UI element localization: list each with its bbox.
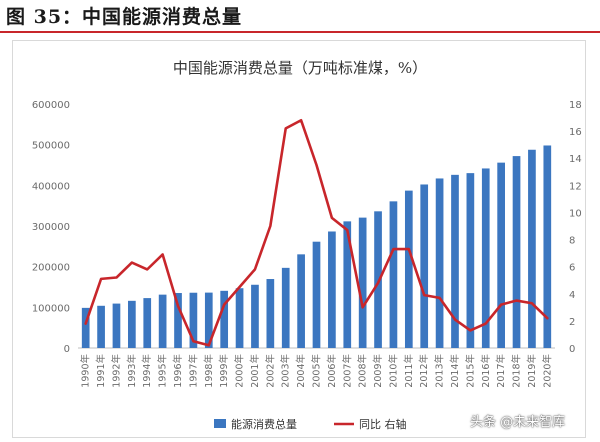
y-right-tick-label: 12: [569, 181, 582, 192]
bar-2006年: [328, 231, 336, 348]
x-tick-label: 2020年: [541, 354, 553, 388]
x-tick-label: 1991年: [95, 354, 107, 388]
bar-2007年: [343, 221, 352, 348]
figure-title: 图 35：中国能源消费总量: [6, 6, 243, 28]
figure-header: 图 35：中国能源消费总量: [0, 0, 600, 33]
bar-1996年: [174, 293, 182, 348]
x-tick-label: 2002年: [264, 354, 276, 388]
x-tick-label: 2009年: [372, 354, 384, 388]
bar-2013年: [435, 178, 444, 348]
y-right-tick-label: 6: [569, 263, 575, 274]
x-tick-label: 2015年: [464, 354, 476, 388]
y-left-tick-label: 400000: [32, 181, 70, 192]
x-tick-label: 1996年: [172, 354, 184, 388]
y-right-tick-label: 14: [569, 154, 582, 165]
x-tick-label: 2008年: [357, 354, 369, 388]
bar-2016年: [481, 168, 490, 348]
bar-1991年: [97, 305, 105, 348]
bar-1999年: [220, 290, 229, 348]
y-left-tick-label: 600000: [32, 100, 70, 111]
x-tick-label: 2004年: [295, 354, 307, 388]
x-tick-label: 1997年: [187, 354, 199, 388]
x-tick-label: 2010年: [387, 354, 399, 388]
bar-2020年: [543, 145, 552, 348]
y-right-tick-label: 18: [569, 100, 582, 111]
legend-label-bar: 能源消费总量: [231, 417, 297, 431]
y-right-tick-label: 2: [569, 317, 575, 328]
y-left-tick-label: 0: [64, 344, 70, 355]
y-left-tick-label: 100000: [32, 303, 70, 314]
bar-series-energy-consumption: [81, 145, 552, 348]
bar-2011年: [404, 190, 413, 348]
legend-label-line: 同比 右轴: [359, 417, 407, 431]
x-tick-label: 2000年: [234, 354, 246, 388]
x-tick-label: 2012年: [418, 354, 430, 388]
x-tick-label: 2005年: [311, 354, 323, 388]
y-right-tick-label: 10: [569, 208, 582, 219]
y-left-tick-label: 300000: [32, 222, 70, 233]
bar-1992年: [112, 303, 121, 348]
x-tick-label: 1992年: [110, 354, 122, 388]
x-tick-label: 2007年: [341, 354, 353, 388]
y-right-tick-label: 4: [569, 290, 575, 301]
chart-title: 中国能源消费总量（万吨标准煤，%）: [173, 59, 427, 77]
y-right-tick-label: 16: [569, 127, 582, 138]
x-tick-label: 1999年: [218, 354, 230, 388]
x-tick-label: 2011年: [403, 354, 415, 388]
x-tick-label: 2014年: [449, 354, 461, 388]
x-tick-label: 1998年: [203, 354, 215, 388]
bar-1998年: [204, 292, 213, 348]
bar-2010年: [389, 201, 398, 348]
y-left-tick-label: 500000: [32, 141, 70, 152]
legend-swatch-bar: [214, 419, 226, 428]
figure-title-rule: [0, 31, 600, 33]
x-tick-label: 1994年: [141, 354, 153, 388]
x-tick-label: 2017年: [495, 354, 507, 388]
x-tick-label: 2019年: [526, 354, 538, 388]
y-right-tick-label: 0: [569, 344, 575, 355]
bar-2003年: [281, 267, 290, 348]
line-series-yoy-growth: [84, 118, 549, 347]
bar-2008年: [358, 217, 367, 348]
chart-frame: [12, 40, 586, 438]
chart-legend: 能源消费总量 同比 右轴: [214, 417, 407, 431]
bar-1990年: [81, 307, 90, 348]
x-tick-label: 1993年: [126, 354, 138, 388]
bar-2012年: [420, 184, 429, 348]
bar-2019年: [528, 149, 536, 348]
bar-1994年: [143, 298, 152, 348]
watermark: 头条 @未来智库: [470, 415, 566, 430]
bar-1995年: [158, 294, 167, 348]
bar-2002年: [266, 279, 275, 348]
chart-axes: 0 100000 200000 300000 400000 500000 600000 0 2 4…: [32, 100, 582, 388]
y-right-tick-label: 8: [569, 236, 575, 247]
x-tick-label: 2003年: [280, 354, 292, 388]
bar-2018年: [512, 156, 521, 348]
x-tick-label: 2013年: [434, 354, 446, 388]
bar-2001年: [251, 284, 259, 348]
bar-2015年: [466, 173, 475, 348]
x-tick-label: 2016年: [480, 354, 492, 388]
bar-2017年: [497, 162, 505, 348]
x-tick-label: 1990年: [80, 354, 92, 388]
bar-1997年: [189, 292, 198, 348]
bar-2005年: [312, 241, 321, 348]
bar-2009年: [374, 211, 382, 348]
bar-2014年: [451, 174, 459, 348]
x-tick-label: 2018年: [511, 354, 523, 388]
y-left-tick-label: 200000: [32, 263, 70, 274]
x-tick-label: 2006年: [326, 354, 338, 388]
x-tick-label: 2001年: [249, 354, 261, 388]
bar-2000年: [235, 288, 244, 348]
x-tick-label: 1995年: [157, 354, 169, 388]
bar-2004年: [297, 254, 305, 348]
bar-1993年: [128, 300, 136, 348]
